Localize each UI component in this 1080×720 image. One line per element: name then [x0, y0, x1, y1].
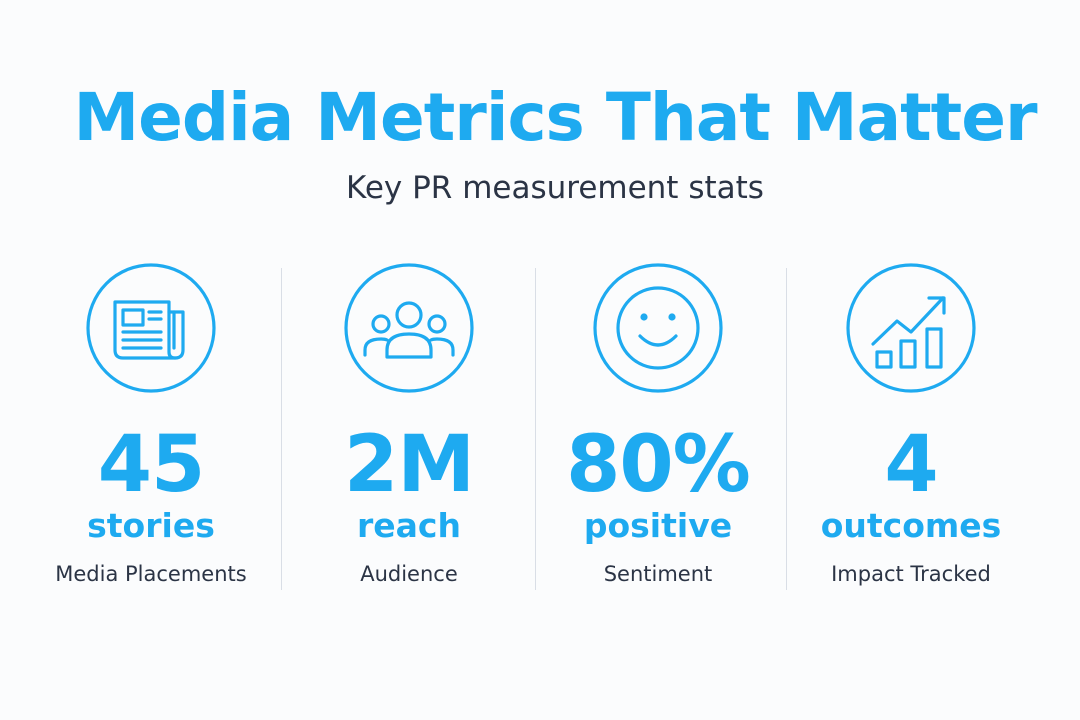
growth-chart-icon [845, 262, 977, 394]
stat-unit: stories [87, 506, 215, 545]
stat-audience: 2M reach Audience [284, 262, 534, 592]
stat-label: Audience [360, 562, 458, 586]
audience-icon [343, 262, 475, 394]
stat-value: 4 [884, 420, 938, 510]
stat-impact-tracked: 4 outcomes Impact Tracked [786, 262, 1036, 592]
page-subtitle: Key PR measurement stats [346, 170, 764, 206]
stat-unit: positive [583, 506, 733, 545]
smiley-icon [592, 262, 724, 394]
stat-value: 45 [97, 420, 206, 510]
stat-label: Sentiment [603, 562, 713, 586]
stat-value: 2M [344, 420, 475, 510]
stat-unit: outcomes [820, 506, 1002, 545]
stat-unit: reach [357, 506, 461, 545]
page-title: Media Metrics That Matter [73, 79, 1037, 156]
stat-media-placements: 45 stories Media Placements [26, 262, 276, 592]
stat-sentiment: 80% positive Sentiment [533, 262, 783, 592]
column-divider [281, 268, 282, 590]
column-divider [535, 268, 536, 590]
column-divider [786, 268, 787, 590]
newspaper-icon [85, 262, 217, 394]
stat-label: Media Placements [55, 562, 247, 586]
stat-label: Impact Tracked [831, 562, 991, 586]
stat-value: 80% [566, 420, 751, 510]
